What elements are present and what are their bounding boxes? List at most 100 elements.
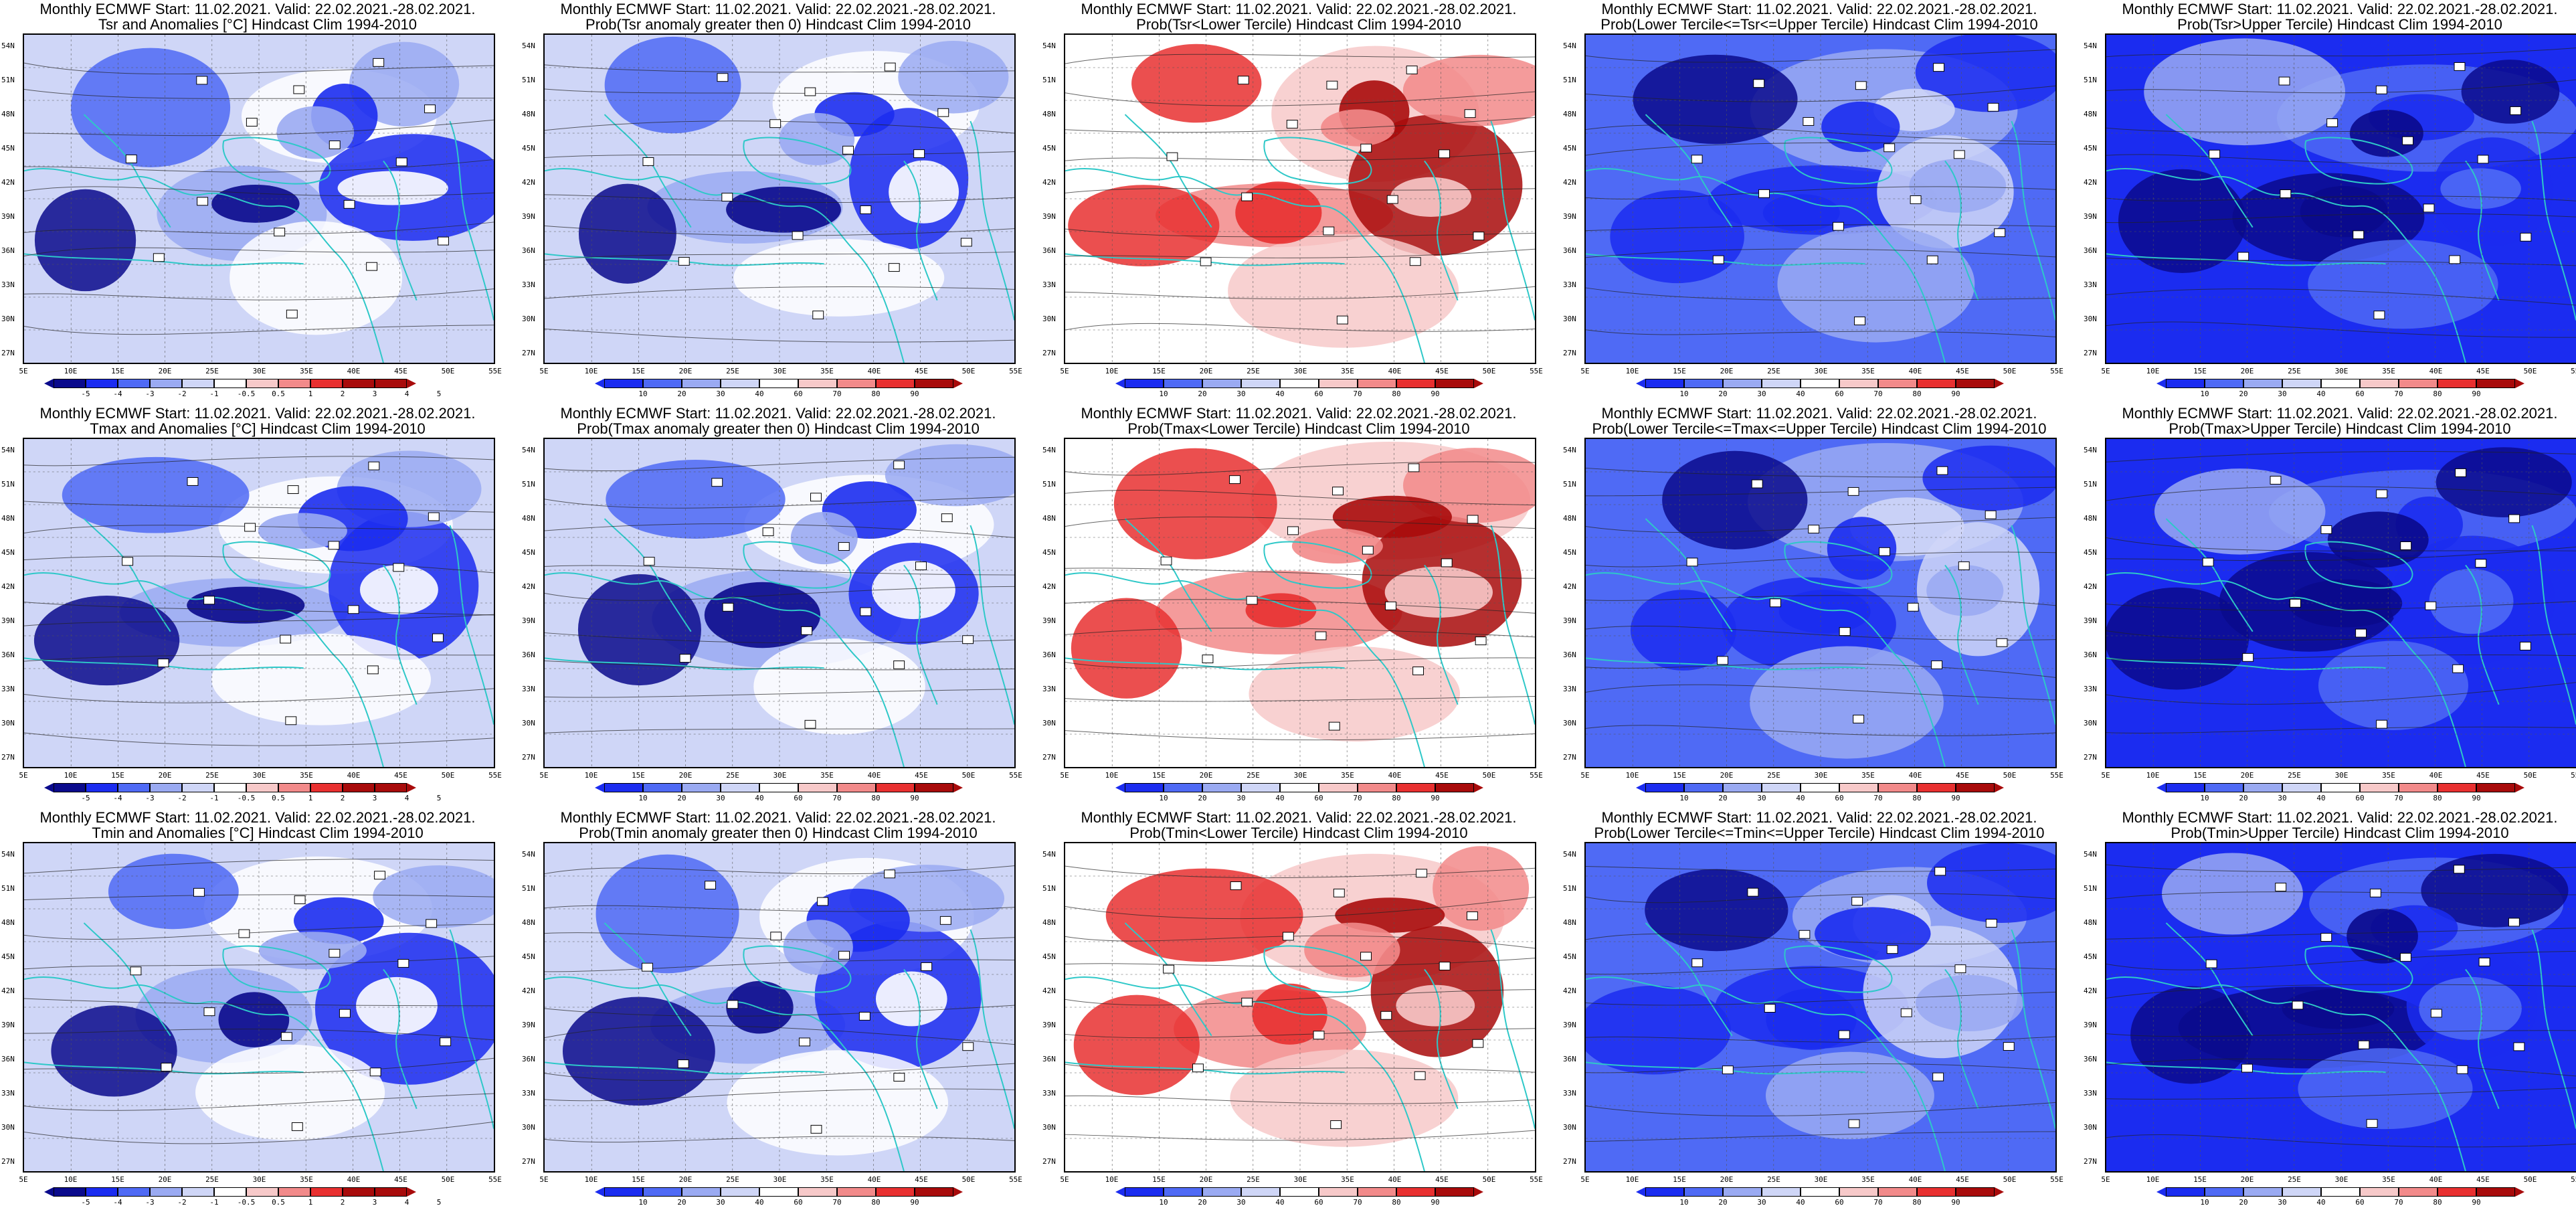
colorbar-segment [2166, 1187, 2205, 1197]
longitude-label: 50E [441, 367, 455, 375]
colorbar-segment [375, 1187, 407, 1197]
colorbar-segment [1396, 783, 1435, 792]
longitude-label: 35E [2382, 367, 2395, 375]
latitude-label: 33N [1563, 1089, 1576, 1098]
station-marker [860, 205, 872, 214]
station-marker [294, 895, 306, 904]
colorbar-segment [2399, 1187, 2437, 1197]
coastline [743, 541, 852, 589]
colorbar-tick: 30 [716, 1198, 725, 1207]
station-marker [280, 1032, 292, 1041]
station-marker [1439, 962, 1451, 970]
coastline [1263, 541, 1372, 589]
colorbar [595, 1187, 963, 1197]
panel-title-line1: Monthly ECMWF Start: 11.02.2021. Valid: … [560, 1, 996, 17]
station-marker [1953, 150, 1965, 159]
station-marker [187, 477, 199, 486]
station-marker [395, 157, 407, 167]
latitude-label: 27N [1563, 349, 1576, 357]
longitude-label: 20E [158, 367, 172, 375]
map-panel: Monthly ECMWF Start: 11.02.2021. Valid: … [521, 0, 1036, 402]
longitude-label: 50E [2523, 367, 2537, 375]
shaded-core [889, 160, 959, 224]
coastline [449, 929, 494, 1129]
longitude-label: 5E [1060, 367, 1069, 375]
coastline [1124, 518, 1212, 632]
coastline [2011, 525, 2055, 725]
colorbar-tick: 30 [1236, 390, 1246, 398]
longitude-label: 35E [820, 1175, 834, 1184]
coastline [1424, 564, 1459, 705]
colorbar-tick: 30 [716, 794, 725, 802]
colorbar-arrow-right [1995, 1187, 2004, 1197]
latitude-label: 27N [1, 753, 15, 762]
colorbar-segment [837, 379, 876, 388]
station-marker [2399, 952, 2411, 962]
station-marker [893, 1073, 905, 1082]
latitude-label: 30N [1563, 1123, 1576, 1132]
panel-title-line1: Monthly ECMWF Start: 11.02.2021. Valid: … [39, 1, 476, 17]
station-marker [1808, 525, 1820, 534]
map-area [1584, 438, 2057, 768]
station-marker [1326, 80, 1338, 90]
colorbar-segment [682, 1187, 721, 1197]
latitude-label: 54N [522, 446, 535, 454]
contour-line [2106, 726, 2576, 733]
colorbar-segment [721, 379, 759, 388]
contour-line [24, 288, 494, 300]
contour-line [1586, 625, 2055, 640]
colorbar-arrow-left [1115, 1187, 1125, 1197]
latitude-label: 39N [2084, 1021, 2097, 1029]
station-marker [428, 512, 440, 521]
contour-line [24, 222, 494, 234]
colorbar-segment [798, 783, 837, 792]
latitude-label: 27N [2084, 349, 2097, 357]
station-marker [1851, 897, 1863, 906]
contour-line [545, 1063, 1014, 1081]
colorbar-tick: 30 [716, 390, 725, 398]
station-marker [1987, 102, 1999, 112]
station-marker [2475, 559, 2487, 568]
latitude-label: 45N [1042, 952, 1056, 961]
colorbar-tick: 90 [1431, 1198, 1440, 1207]
shaded-core [1384, 566, 1493, 618]
station-marker [717, 73, 729, 82]
shaded-region [62, 456, 250, 533]
coastline [2106, 167, 2466, 363]
contour-line [1065, 730, 1535, 741]
map-canvas [545, 843, 1014, 1171]
colorbar-tick: 20 [2239, 390, 2248, 398]
station-marker [722, 602, 734, 612]
station-marker [1246, 596, 1258, 605]
colorbar-tick: 60 [1835, 794, 1844, 802]
station-marker [2513, 1042, 2525, 1051]
latitude-label: 33N [1042, 280, 1056, 289]
colorbar-segment [1241, 379, 1280, 388]
longitude-label: 20E [2240, 367, 2254, 375]
latitude-label: 48N [2084, 514, 2097, 523]
longitude-label: 45E [1435, 1175, 1449, 1184]
colorbar-tick: 10 [2200, 390, 2209, 398]
longitude-label: 20E [158, 771, 172, 780]
latitude-label: 33N [522, 280, 535, 289]
station-marker [1472, 1039, 1484, 1048]
station-marker [2202, 557, 2214, 567]
shaded-region [2461, 60, 2560, 124]
longitude-label: 15E [1152, 1175, 1166, 1184]
colorbar-arrow-left [44, 379, 54, 388]
station-marker [2454, 62, 2466, 71]
longitude-label: 50E [961, 367, 976, 375]
latitude-label: 51N [1042, 76, 1056, 84]
station-marker [888, 263, 900, 272]
longitude-label: 25E [205, 771, 219, 780]
contour-line [545, 959, 1014, 972]
contour-line [545, 64, 1014, 73]
longitude-label: 20E [2240, 771, 2254, 780]
coastline [1586, 167, 1946, 363]
map-canvas [545, 35, 1014, 363]
station-marker [1854, 317, 1865, 325]
contour-line [24, 1093, 494, 1111]
latitude-label: 42N [522, 986, 535, 995]
station-marker [1315, 631, 1327, 640]
longitude-label: 45E [394, 367, 407, 375]
